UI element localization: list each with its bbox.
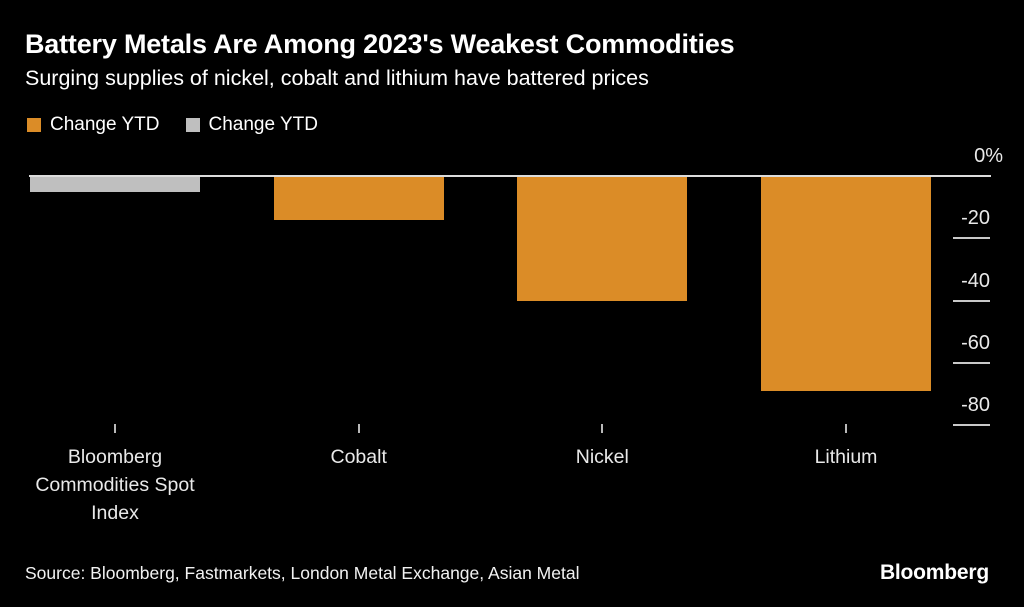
orange-square-icon <box>27 118 41 132</box>
legend-label: Change YTD <box>50 114 160 135</box>
x-label-cobalt: Cobalt <box>330 446 387 468</box>
bar-lithium <box>761 176 931 391</box>
bar-nickel <box>517 176 688 301</box>
x-tick-lithium <box>845 424 847 433</box>
y-tick-line <box>953 361 990 364</box>
y-tick-label: -40 <box>961 269 990 292</box>
y-tick-label: 0% <box>974 145 1003 167</box>
x-axis-zero-line <box>29 175 991 177</box>
legend: Change YTD Change YTD <box>27 114 318 136</box>
x-label-bloomberg-commodities-spot-index: Bloomberg Commodities Spot Index <box>35 446 195 524</box>
x-label-lithium: Lithium <box>814 446 878 468</box>
x-tick-bloomberg-commodities-spot-index <box>114 424 116 433</box>
x-tick-nickel <box>601 424 604 433</box>
y-tick-line <box>953 424 990 426</box>
bloomberg-logo: Bloomberg <box>879 561 989 584</box>
legend-label: Change YTD <box>208 114 319 135</box>
y-tick-label: -20 <box>961 207 990 230</box>
chart-subtitle: Surging supplies of nickel, cobalt and l… <box>25 66 649 90</box>
gray-square-icon <box>185 118 200 132</box>
source-note: Source: Bloomberg, Fastmarkets, London M… <box>25 563 580 583</box>
bar-cobalt <box>273 176 444 220</box>
legend-item: Change YTD <box>185 114 319 136</box>
y-tick-line <box>953 237 990 240</box>
y-tick-label: -60 <box>961 331 990 354</box>
legend-item: Change YTD <box>27 114 160 136</box>
bar-bloomberg-commodities-spot-index <box>30 176 200 192</box>
x-tick-cobalt <box>357 424 360 433</box>
y-tick-label: -80 <box>961 394 990 416</box>
x-label-nickel: Nickel <box>575 446 629 468</box>
chart-title: Battery Metals Are Among 2023's Weakest … <box>25 29 735 59</box>
y-tick-line <box>953 299 990 302</box>
